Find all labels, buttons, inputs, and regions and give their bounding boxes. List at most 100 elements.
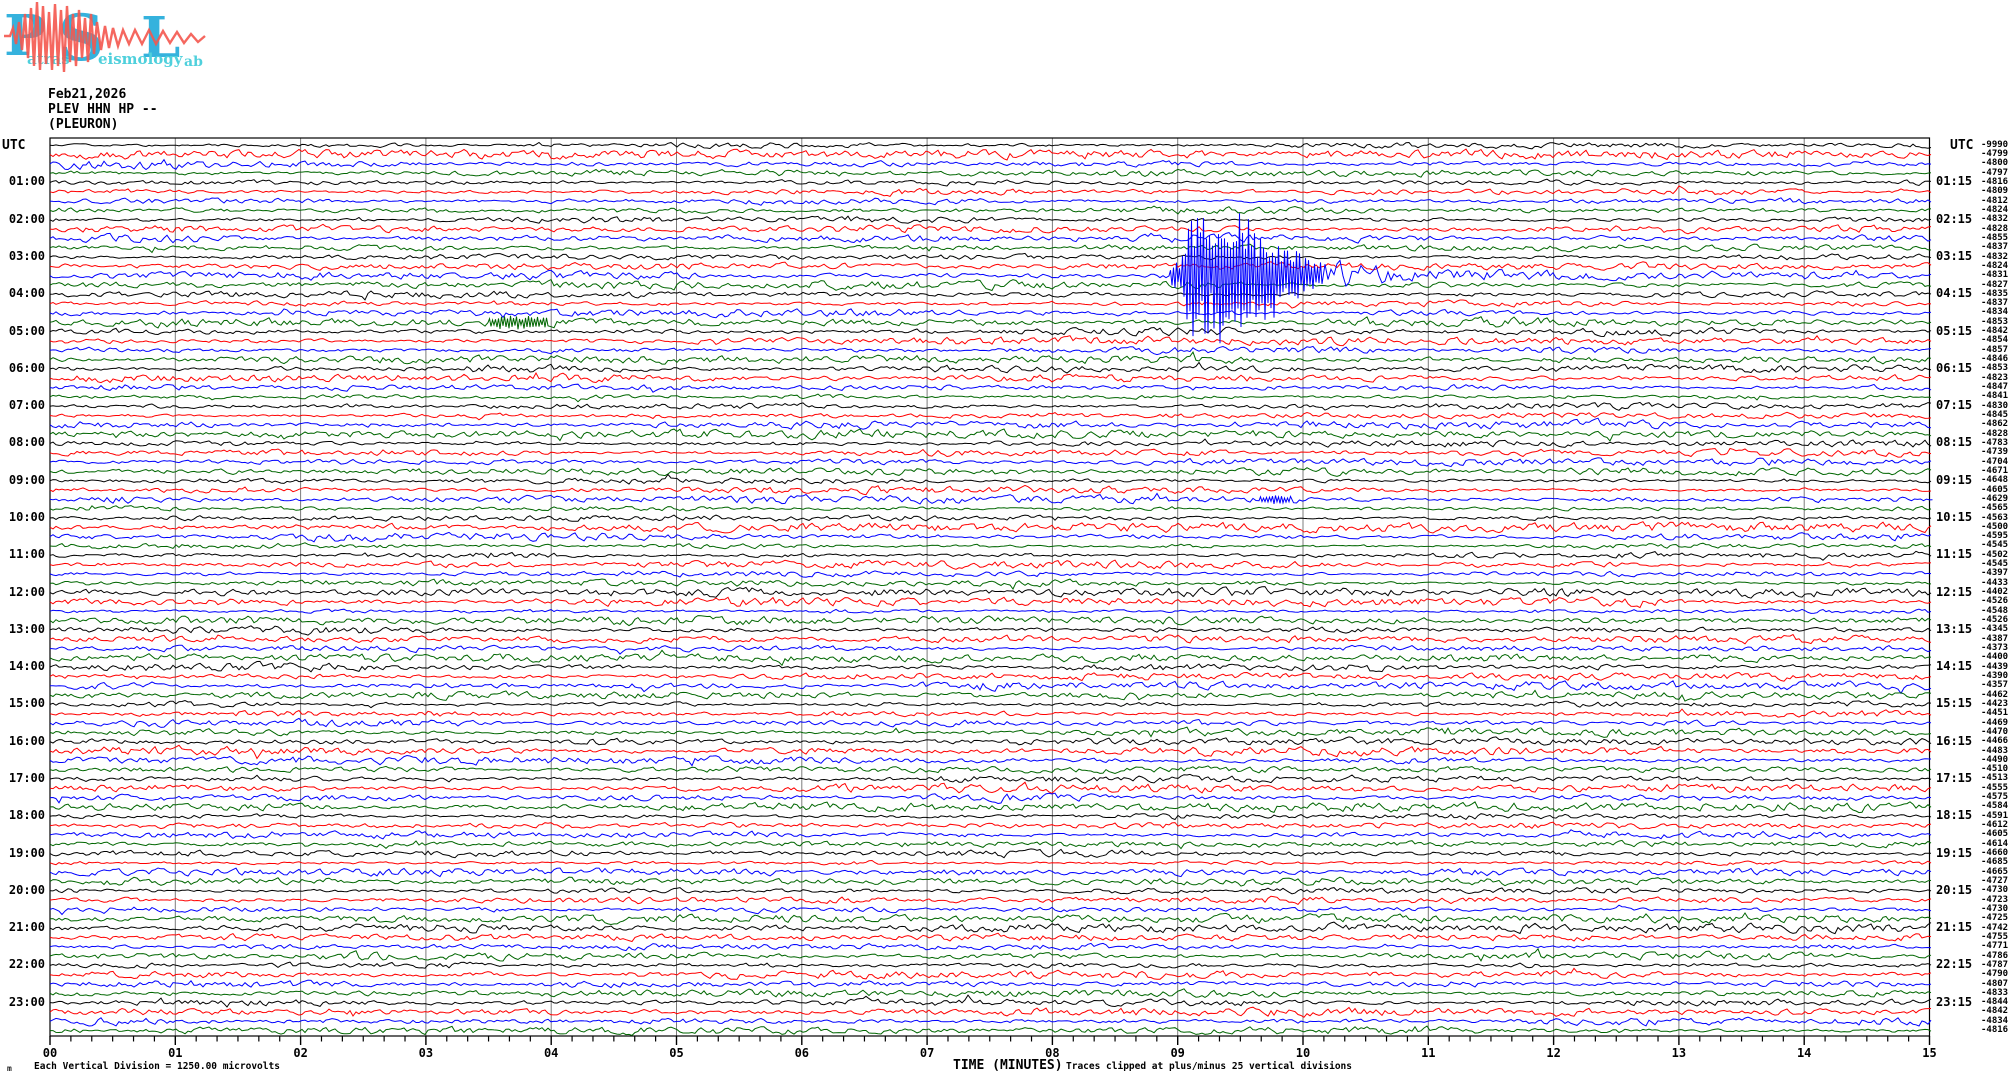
trace-row-22	[49, 345, 1932, 356]
row-end-value: -4466	[1981, 736, 2009, 747]
row-end-value: -4828	[1981, 428, 2009, 439]
trace-row-34	[49, 457, 1932, 468]
row-end-value: -4548	[1981, 605, 2009, 616]
trace-row-8	[49, 215, 1932, 224]
row-end-value: -4510	[1981, 764, 2009, 775]
x-axis-title: TIME (MINUTES)	[953, 1058, 1063, 1073]
right-hour-label: 12:15	[1936, 584, 1973, 599]
row-end-value: -4812	[1981, 195, 2009, 206]
trace-row-53	[49, 633, 1932, 645]
trace-row-12	[49, 252, 1932, 261]
trace-row-15	[49, 278, 1932, 292]
left-hour-label: 17:00	[8, 770, 45, 785]
trace-row-95	[50, 1025, 1932, 1036]
trace-row-10	[49, 232, 1932, 244]
row-end-value: -9990	[1981, 139, 2009, 150]
trace-row-45	[49, 559, 1932, 570]
row-end-value: -4470	[1981, 726, 2009, 737]
trace-row-33	[49, 447, 1932, 458]
trace-row-74	[49, 829, 1932, 840]
x-tick-label: 09	[1170, 1046, 1185, 1060]
row-end-value: -4725	[1981, 913, 2009, 924]
trace-row-75	[49, 839, 1932, 850]
row-end-value: -4423	[1981, 698, 2009, 709]
trace-row-25	[49, 371, 1932, 384]
row-end-value: -4704	[1981, 456, 2009, 467]
trace-row-38	[49, 492, 1933, 505]
row-end-value: -4490	[1981, 754, 2009, 765]
row-end-value: -4832	[1981, 251, 2009, 262]
row-end-value: -4526	[1981, 596, 2009, 607]
row-end-value: -4451	[1981, 708, 2009, 719]
row-end-value: -4727	[1981, 875, 2009, 886]
right-hour-label: 07:15	[1936, 398, 1973, 413]
x-tick-label: 02	[293, 1046, 308, 1060]
row-end-value: -4433	[1981, 577, 2009, 588]
row-end-value: -4400	[1981, 652, 2009, 663]
right-hour-label: 01:15	[1936, 174, 1973, 189]
row-end-value: -4591	[1981, 810, 2009, 821]
x-tick-label: 10	[1295, 1046, 1311, 1060]
row-end-value: -4357	[1981, 680, 2009, 691]
row-end-value: -4824	[1981, 260, 2009, 271]
left-hour-label: 03:00	[8, 249, 45, 264]
right-hour-label: 10:15	[1936, 510, 1973, 524]
trace-row-62	[49, 717, 1932, 728]
trace-row-72	[49, 813, 1932, 821]
row-end-value: -4555	[1981, 782, 2009, 793]
trace-row-28	[49, 401, 1932, 411]
row-end-value: -4823	[1981, 372, 2009, 383]
trace-row-48	[49, 586, 1932, 599]
row-end-value: -4797	[1981, 167, 2009, 178]
trace-row-46	[49, 570, 1932, 578]
trace-row-6	[49, 197, 1932, 206]
trace-row-36	[49, 473, 1932, 485]
trace-row-39	[49, 505, 1932, 512]
row-end-value: -4834	[1981, 307, 2009, 318]
x-tick-label: 04	[543, 1046, 559, 1060]
trace-row-14	[49, 213, 1932, 344]
right-hour-label: 21:15	[1936, 920, 1973, 935]
trace-row-63	[49, 726, 1932, 738]
left-hour-label: 20:00	[8, 882, 45, 897]
row-end-value: -4857	[1981, 344, 2009, 355]
trace-row-40	[49, 514, 1932, 522]
row-end-value: -4800	[1981, 158, 2009, 169]
row-end-value: -4830	[1981, 400, 2009, 411]
trace-row-35	[49, 466, 1932, 477]
row-end-value: -4387	[1981, 633, 2009, 644]
left-hour-label: 07:00	[8, 398, 45, 413]
left-hour-label: 05:00	[8, 323, 45, 338]
right-hour-label: 14:15	[1936, 659, 1973, 674]
logo-seismic-wave	[4, 1, 206, 73]
row-end-value: -4739	[1981, 447, 2009, 458]
row-end-value: -4837	[1981, 242, 2009, 253]
row-end-value: -4827	[1981, 279, 2009, 290]
x-tick-label: 14	[1796, 1046, 1812, 1060]
row-end-value: -4605	[1981, 484, 2009, 495]
x-tick-label: 03	[418, 1046, 434, 1060]
left-hour-label: 16:00	[8, 733, 45, 748]
right-hour-label: 04:15	[1936, 286, 1973, 301]
row-end-value: -4390	[1981, 670, 2009, 681]
row-end-value: -4816	[1981, 1025, 2009, 1036]
x-tick-label: 13	[1671, 1046, 1687, 1060]
trace-row-1	[49, 148, 1932, 161]
row-end-value: -4824	[1981, 204, 2009, 215]
row-end-value: -4786	[1981, 950, 2009, 961]
header-date: Feb21,2026	[48, 87, 127, 102]
row-end-value: -4809	[1981, 186, 2009, 197]
right-hour-label: 17:15	[1936, 770, 1973, 785]
trace-row-84	[49, 921, 1932, 935]
row-end-value: -4648	[1981, 475, 2009, 486]
trace-row-87	[49, 947, 1932, 962]
trace-row-51	[49, 615, 1932, 627]
utc-label-right: UTC	[1950, 138, 1974, 153]
row-end-value: -4500	[1981, 521, 2009, 532]
row-end-value: -4834	[1981, 1015, 2009, 1026]
row-end-value: -4545	[1981, 540, 2009, 551]
row-end-value: -4855	[1981, 232, 2009, 243]
left-hour-label: 09:00	[8, 472, 45, 487]
trace-row-29	[49, 411, 1932, 421]
